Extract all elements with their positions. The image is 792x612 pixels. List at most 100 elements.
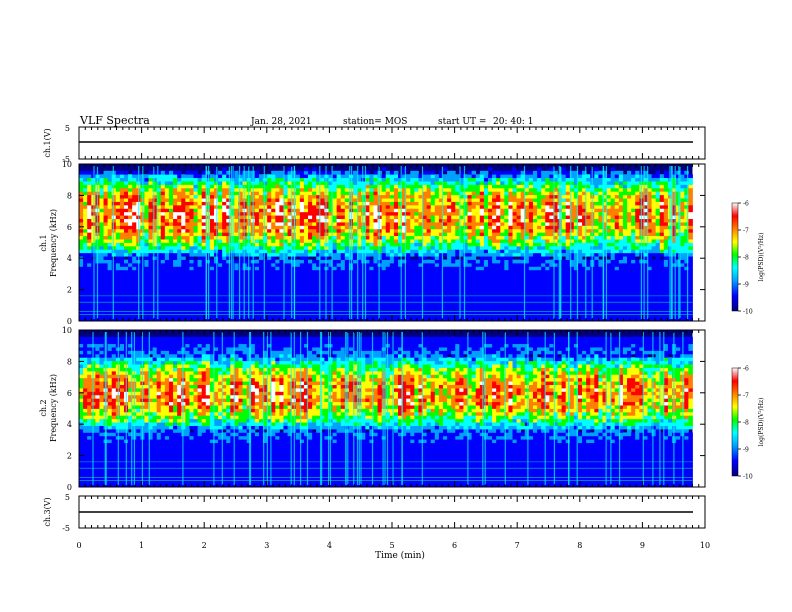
spectrogram-cell	[455, 235, 460, 240]
spectrogram-cell	[201, 170, 207, 175]
spectrogram-cell	[353, 286, 358, 291]
spectrogram-cell	[197, 208, 203, 213]
spectrogram-cell	[177, 211, 182, 216]
spectrogram-cell	[222, 249, 227, 254]
spectrogram-cell	[295, 174, 301, 179]
spectrogram-cell	[83, 225, 88, 230]
spectrogram-cell	[516, 187, 522, 192]
spectrogram-cell	[418, 245, 423, 250]
spectrogram-cell	[152, 303, 158, 308]
spectrogram-cell	[242, 187, 248, 192]
spectrogram-cell	[267, 297, 272, 301]
spectrogram-cell	[271, 198, 276, 202]
spectrogram-cell	[226, 245, 231, 250]
spectrogram-cell	[312, 198, 317, 202]
spectrogram-cell	[156, 297, 162, 301]
spectrogram-cell	[377, 286, 383, 291]
spectrogram-cell	[344, 286, 350, 291]
spectrogram-cell	[483, 310, 489, 315]
spectrogram-cell	[303, 187, 309, 192]
spectrogram-cell	[340, 252, 346, 257]
spectrogram-cell	[119, 269, 125, 274]
spectrogram-cell	[451, 208, 456, 213]
spectrogram-cell	[361, 184, 366, 189]
spectrogram-cell	[123, 204, 129, 209]
spectrogram-cell	[463, 303, 468, 308]
spectrogram-cell	[402, 211, 407, 216]
spectrogram-cell	[463, 273, 468, 278]
spectrogram-cell	[83, 177, 88, 182]
spectrogram-cell	[328, 314, 333, 318]
spectrogram-cell	[332, 273, 338, 278]
spectrogram-cell	[385, 283, 391, 288]
spectrogram-cell	[209, 181, 215, 185]
spectrogram-cell	[238, 208, 243, 213]
spectrogram-cell	[177, 232, 182, 237]
spectrogram-cell	[496, 208, 501, 213]
spectrogram-cell	[316, 256, 321, 260]
spectrogram-cell	[111, 273, 117, 278]
spectrogram-cell	[434, 259, 440, 264]
spectrogram-cell	[447, 198, 452, 202]
spectrogram-cell	[357, 170, 362, 175]
spectrogram-cell	[353, 194, 358, 199]
spectrogram-cell	[295, 208, 301, 213]
spectrogram-cell	[344, 228, 350, 233]
spectrogram-cell	[181, 259, 186, 264]
spectrogram-cell	[193, 273, 199, 278]
spectrogram-cell	[385, 181, 391, 185]
spectrogram-cell	[447, 239, 452, 243]
spectrogram-cell	[516, 225, 522, 230]
spectrogram-cell	[438, 194, 444, 199]
spectrogram-cell	[336, 252, 342, 257]
spectrogram-cell	[373, 280, 378, 284]
spectrogram-cell	[410, 290, 415, 295]
spectrogram-cell	[107, 273, 113, 278]
spectrogram-cell	[226, 239, 231, 243]
spectrogram-cell	[312, 280, 317, 284]
spectrogram-cell	[402, 290, 407, 295]
spectrogram-cell	[132, 273, 137, 278]
spectrogram-cell	[496, 235, 501, 240]
spectrogram-cell	[201, 174, 207, 179]
spectrogram-cell	[471, 187, 477, 192]
spectrogram-cell	[132, 215, 137, 220]
spectrogram-cell	[128, 174, 133, 179]
spectrogram-cell	[275, 280, 280, 284]
spectrogram-cell	[87, 225, 92, 230]
spectrogram-cell	[103, 273, 109, 278]
spectrogram-cell	[242, 208, 248, 213]
spectrogram-cell	[197, 266, 203, 271]
spectrogram-cell	[340, 269, 346, 274]
spectrogram-cell	[189, 280, 194, 284]
spectrogram-cell	[504, 215, 509, 220]
spectrogram-cell	[316, 170, 321, 175]
spectrogram-cell	[316, 187, 321, 192]
spectrogram-cell	[447, 314, 452, 318]
spectrogram-cell	[438, 187, 444, 192]
spectrogram-cell	[410, 314, 415, 318]
spectrogram-cell	[222, 174, 227, 179]
spectrogram-cell	[271, 194, 276, 199]
spectrogram-cell	[524, 317, 530, 322]
spectrogram-cell	[115, 201, 121, 206]
spectrogram-cell	[524, 286, 530, 291]
spectrogram-cell	[373, 303, 378, 308]
spectrogram-cell	[512, 310, 518, 315]
spectrogram-cell	[222, 242, 227, 247]
spectrogram-cell	[168, 262, 174, 267]
spectrogram-cell	[115, 184, 121, 189]
spectrogram-cell	[496, 286, 501, 291]
spectrogram-cell	[258, 204, 264, 209]
spectrogram-cell	[168, 303, 174, 308]
spectrogram-cell	[447, 181, 452, 185]
spectrogram-cell	[197, 310, 203, 315]
spectrogram-cell	[181, 228, 186, 233]
spectrogram-cell	[275, 218, 280, 223]
spectrogram-cell	[209, 283, 215, 288]
spectrogram-cell	[87, 228, 92, 233]
spectrogram-cell	[254, 269, 260, 274]
spectrogram-cell	[185, 242, 190, 247]
spectrogram-cell	[107, 191, 113, 196]
spectrogram-cell	[414, 286, 419, 291]
